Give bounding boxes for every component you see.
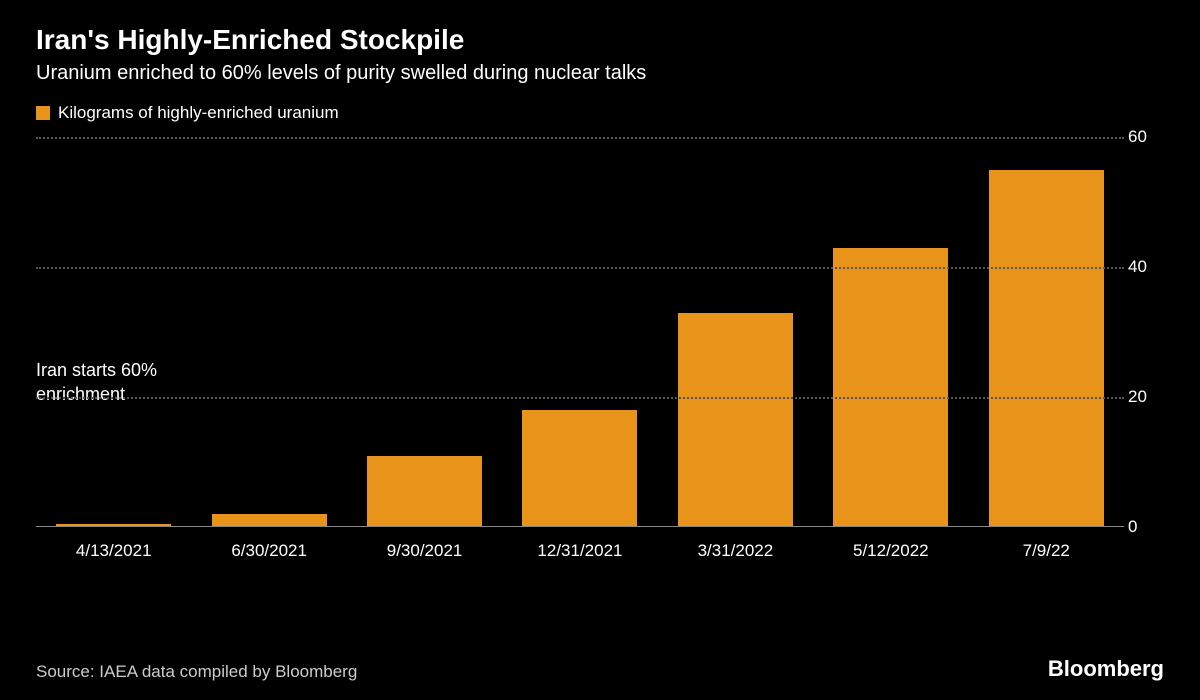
chart-subtitle: Uranium enriched to 60% levels of purity… bbox=[36, 62, 1164, 85]
x-tick-label: 5/12/2022 bbox=[813, 531, 968, 567]
y-tick-label: 0 bbox=[1128, 517, 1160, 537]
y-tick-label: 60 bbox=[1128, 127, 1160, 147]
y-tick-label: 40 bbox=[1128, 257, 1160, 277]
legend: Kilograms of highly-enriched uranium bbox=[36, 103, 1164, 123]
gridline bbox=[36, 137, 1124, 139]
bar bbox=[989, 170, 1104, 528]
annotation-line2: enrichment bbox=[36, 384, 125, 404]
bar-slot bbox=[347, 137, 502, 527]
bar-slot bbox=[502, 137, 657, 527]
chart-area: Iran starts 60% enrichment 0204060 4/13/… bbox=[36, 137, 1124, 567]
x-tick-label: 12/31/2021 bbox=[502, 531, 657, 567]
chart-container: Iran's Highly-Enriched Stockpile Uranium… bbox=[0, 0, 1200, 700]
baseline bbox=[36, 526, 1124, 527]
bar bbox=[367, 456, 482, 528]
x-tick-label: 7/9/22 bbox=[969, 531, 1124, 567]
bars-group bbox=[36, 137, 1124, 527]
bar-slot bbox=[658, 137, 813, 527]
plot-region: Iran starts 60% enrichment 0204060 bbox=[36, 137, 1124, 527]
annotation: Iran starts 60% enrichment bbox=[36, 358, 157, 407]
x-axis-labels: 4/13/20216/30/20219/30/202112/31/20213/3… bbox=[36, 531, 1124, 567]
bar-slot bbox=[969, 137, 1124, 527]
gridline bbox=[36, 397, 1124, 399]
footer: Source: IAEA data compiled by Bloomberg … bbox=[36, 656, 1164, 682]
x-tick-label: 9/30/2021 bbox=[347, 531, 502, 567]
chart-title: Iran's Highly-Enriched Stockpile bbox=[36, 24, 1164, 56]
gridline bbox=[36, 267, 1124, 269]
x-tick-label: 4/13/2021 bbox=[36, 531, 191, 567]
bar-slot bbox=[191, 137, 346, 527]
x-tick-label: 3/31/2022 bbox=[658, 531, 813, 567]
bar-slot bbox=[36, 137, 191, 527]
brand-logo: Bloomberg bbox=[1048, 656, 1164, 682]
source-text: Source: IAEA data compiled by Bloomberg bbox=[36, 662, 357, 682]
bar bbox=[522, 410, 637, 527]
y-tick-label: 20 bbox=[1128, 387, 1160, 407]
bar bbox=[833, 248, 948, 527]
legend-swatch bbox=[36, 106, 50, 120]
x-tick-label: 6/30/2021 bbox=[191, 531, 346, 567]
bar bbox=[678, 313, 793, 528]
annotation-line1: Iran starts 60% bbox=[36, 360, 157, 380]
bar-slot bbox=[813, 137, 968, 527]
legend-label: Kilograms of highly-enriched uranium bbox=[58, 103, 339, 123]
